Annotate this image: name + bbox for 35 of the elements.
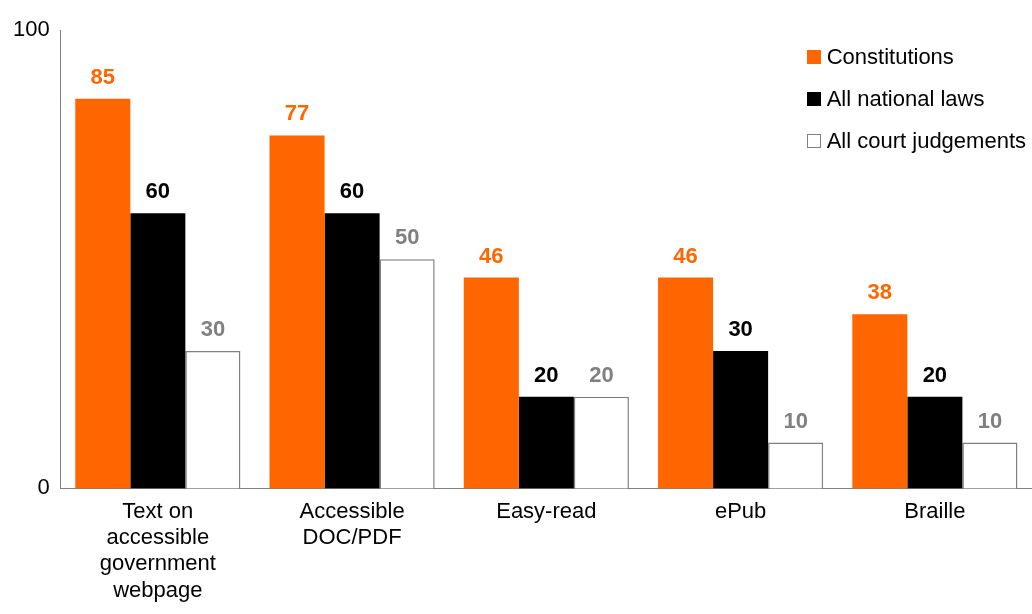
bar [324,213,380,489]
bar [518,396,574,489]
x-tick-label: Easy-read [496,497,597,523]
legend-label: Constitutions [826,44,954,70]
data-label: 46 [479,242,504,268]
data-label: 50 [394,224,420,250]
data-label: 10 [783,407,808,433]
data-label: 60 [339,178,365,204]
y-tick-label: 0 [37,474,50,500]
bar [658,277,714,489]
bar [852,314,908,489]
legend-label: All court judgements [826,128,1026,154]
data-label: 30 [200,315,226,341]
data-label: 20 [534,361,559,387]
data-label: 10 [977,407,1003,433]
data-label: 20 [922,361,948,387]
data-label: 77 [284,100,310,126]
data-label: 38 [867,279,893,305]
y-tick-label: 100 [12,16,50,42]
data-label: 60 [145,178,171,204]
data-label: 20 [589,361,614,387]
legend-label: All national laws [826,86,985,112]
data-label: 85 [90,63,116,89]
data-label: 30 [728,315,753,341]
x-tick-label: Text on accessible government webpage [99,497,216,602]
bar [713,350,769,489]
bar [75,98,131,489]
bar [907,396,963,489]
data-label: 46 [673,242,698,268]
bar [463,277,519,489]
x-tick-label: Accessible DOC/PDF [299,497,405,550]
x-tick-label: ePub [714,497,767,523]
bar [269,135,325,489]
bar [130,213,186,489]
x-tick-label: Braille [904,497,966,523]
